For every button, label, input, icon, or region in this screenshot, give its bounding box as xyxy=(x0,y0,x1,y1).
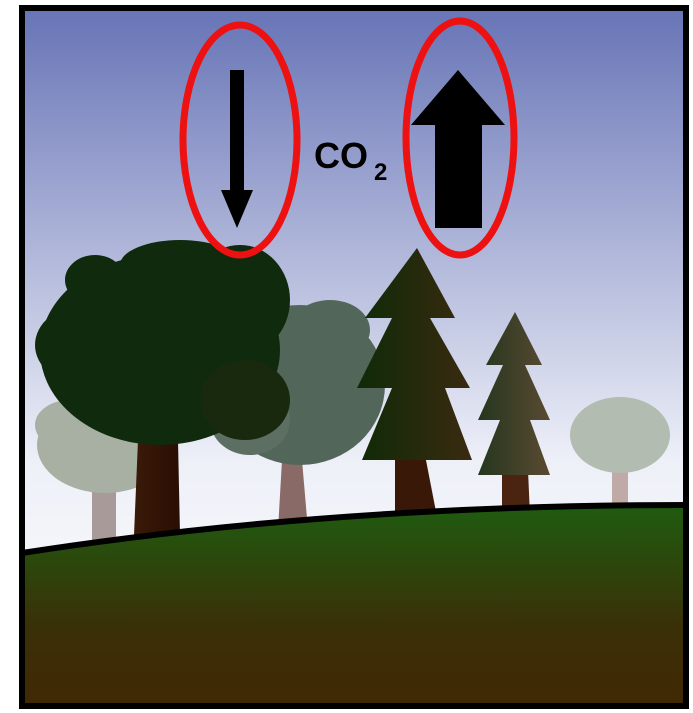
big-tree xyxy=(35,240,290,535)
down-arrow xyxy=(221,70,253,228)
co2-label: CO xyxy=(314,135,368,176)
frame xyxy=(19,5,689,709)
co2-subscript: 2 xyxy=(374,159,387,186)
far-tree-right xyxy=(570,397,670,510)
pine-tree-small xyxy=(478,312,550,516)
up-arrow xyxy=(411,70,505,228)
pine-tree xyxy=(357,248,472,522)
highlight-ellipse xyxy=(179,21,301,259)
highlight-ellipse xyxy=(402,17,518,259)
horizon-line xyxy=(21,502,689,556)
hill xyxy=(22,505,688,706)
